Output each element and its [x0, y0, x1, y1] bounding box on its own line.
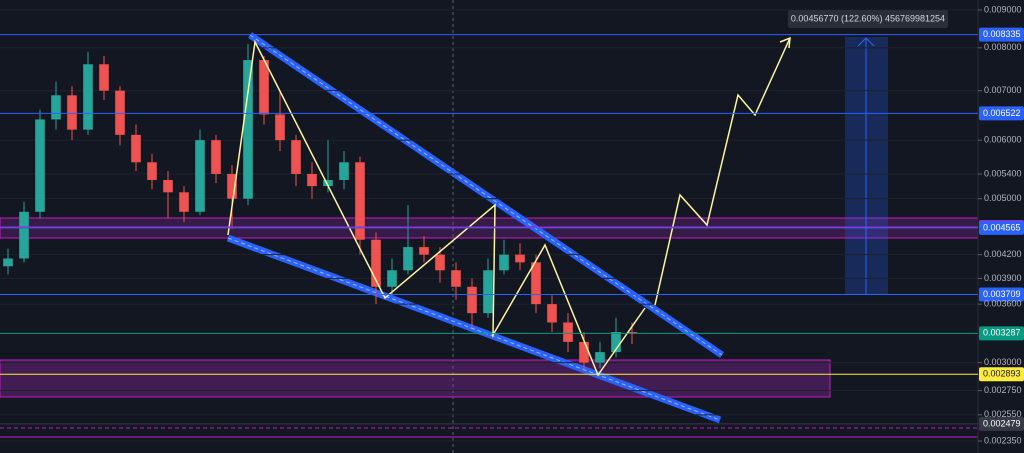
candle-body: [307, 173, 317, 187]
candle-body: [3, 258, 13, 267]
candle-body: [451, 270, 461, 287]
candle-body: [163, 179, 173, 193]
level-label: 0.002893: [983, 369, 1021, 379]
ticks: 0.009000 0.008000 0.007000 0.006000 0.005400…: [978, 4, 1022, 445]
candle-body: [211, 140, 221, 174]
level-tag: [979, 27, 1024, 42]
candle-body: [627, 332, 637, 334]
candle-body: [115, 90, 125, 135]
projection: [227, 36, 791, 377]
candle-body: [611, 332, 621, 353]
y-tick-label: 0.004200: [984, 249, 1022, 259]
candle-body: [531, 262, 541, 305]
candle-body: [355, 162, 365, 240]
candle-body: [387, 270, 397, 287]
candle-body: [467, 286, 477, 314]
level-label: 0.003287: [983, 328, 1021, 338]
candle-body: [19, 211, 29, 259]
candle-body: [515, 254, 525, 263]
candle-body: [99, 64, 109, 91]
candle-body: [67, 95, 77, 130]
levels: 0.0083350.0065220.0045780.0045650.003709…: [0, 27, 1024, 431]
level-tag: [979, 416, 1024, 431]
y-tick-label: 0.002550: [984, 409, 1022, 419]
candle-body: [403, 247, 413, 271]
candle-body: [147, 162, 157, 180]
y-tick-label: 0.003600: [984, 299, 1022, 309]
candle-body: [243, 60, 253, 199]
candle-body: [499, 254, 509, 271]
measure-label: 0.00456770 (122.60%) 456769981254: [791, 13, 945, 23]
level-label: 0.006522: [983, 108, 1021, 118]
level-label: 0.002479: [983, 418, 1021, 428]
level-tag: [979, 287, 1024, 302]
candles: [3, 43, 637, 372]
level-tag: [979, 220, 1024, 235]
y-tick-label: 0.003900: [984, 273, 1022, 283]
candle-body: [563, 322, 573, 342]
y-tick-label: 0.005000: [984, 193, 1022, 203]
candle-body: [83, 64, 93, 130]
level-label: 0.003709: [983, 289, 1021, 299]
candle-body: [339, 162, 349, 180]
channel-upper: [248, 32, 724, 358]
level-label: 0.004565: [983, 222, 1021, 232]
candle-body: [291, 140, 301, 174]
candle-body: [227, 173, 237, 199]
level-label: 0.008335: [983, 29, 1021, 39]
y-tick-label: 0.002350: [984, 435, 1022, 445]
candle-body: [547, 304, 557, 323]
candle-body: [275, 114, 285, 141]
y-tick-label: 0.009000: [984, 4, 1022, 14]
candle-body: [35, 119, 45, 212]
candle-body: [195, 140, 205, 212]
candle-body: [51, 95, 61, 120]
candle-body: [259, 60, 269, 115]
y-tick-label: 0.003000: [984, 357, 1022, 367]
support-zone: [0, 359, 831, 398]
candle-body: [579, 341, 589, 363]
candle-body: [179, 192, 189, 212]
candle-body: [483, 270, 493, 314]
grid: [0, 9, 978, 442]
y-tick-label: 0.008000: [984, 42, 1022, 52]
level-tag: [979, 106, 1024, 121]
level-tag: [979, 367, 1024, 382]
candle-body: [595, 352, 605, 363]
y-tick-label: 0.002750: [984, 385, 1022, 395]
candle-body: [131, 134, 141, 163]
candle-body: [323, 179, 333, 187]
measure-label-box: [788, 10, 948, 28]
projected-path: [654, 37, 791, 306]
candle-body: [435, 254, 445, 271]
wave-path: [227, 39, 646, 377]
channel-lower-mid: [227, 237, 721, 421]
level-tag: [979, 326, 1024, 341]
y-tick-label: 0.007000: [984, 85, 1022, 95]
measure-arrow-head: [857, 37, 875, 47]
y-tick-label: 0.006000: [984, 135, 1022, 145]
y-tick-label: 0.005400: [984, 168, 1022, 178]
arrow-head: [779, 36, 791, 49]
candle-body: [371, 239, 381, 287]
candle-body: [419, 247, 429, 255]
